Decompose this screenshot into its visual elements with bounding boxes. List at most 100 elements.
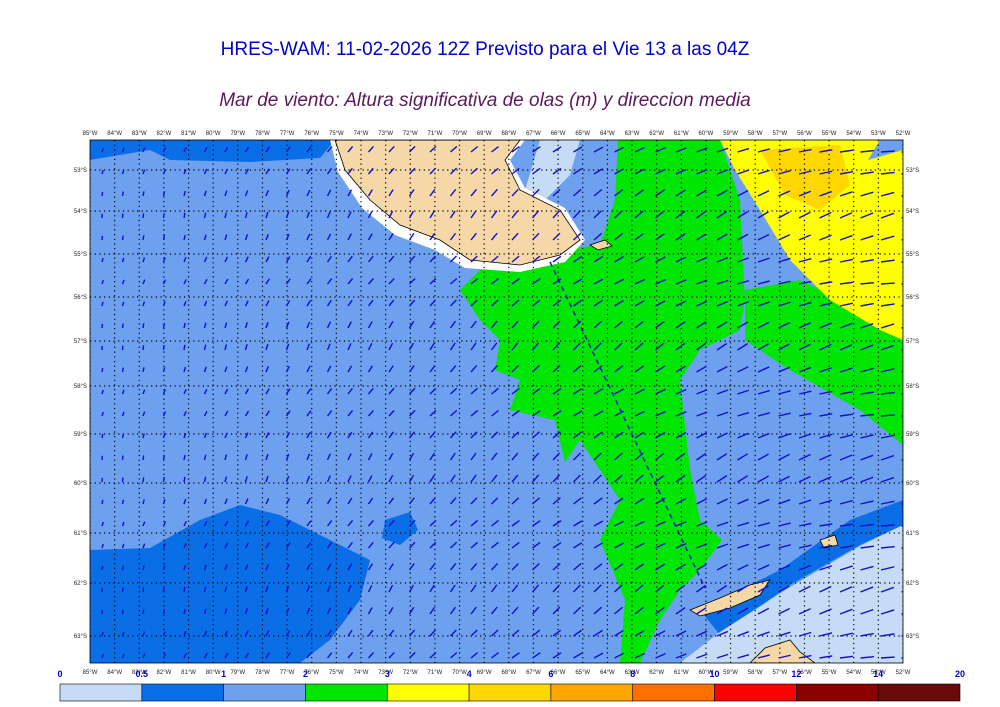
lon-label-bottom: 80°W [206,670,221,676]
arrow [470,562,478,571]
lon-label-bottom: 56°W [797,670,812,676]
arrow [798,280,812,285]
arrow [244,564,249,571]
arrow [347,211,352,219]
arrow [285,211,290,219]
arrow [491,431,499,439]
arrow [839,234,853,241]
arrow [716,169,729,175]
arrow [675,630,687,637]
arrow [880,500,895,505]
arrow [490,320,498,329]
arrow [737,257,749,263]
arrow [532,431,541,439]
arrow [203,410,208,417]
lon-label-bottom: 63°W [625,670,640,676]
arrow [634,189,645,197]
arrow [655,410,666,417]
lon-label-bottom: 75°W [329,670,344,676]
arrow [552,410,562,417]
arrow [778,190,791,197]
colorbar-segment [632,683,715,702]
arrow [737,301,749,307]
arrow [737,475,749,483]
arrow [593,278,604,285]
arrow [839,344,853,351]
arrow [614,168,624,175]
arrow [511,255,520,263]
arrow [737,521,750,527]
arrow [696,563,707,571]
arrow [203,300,208,307]
arrow [819,258,833,263]
arrow [757,412,770,417]
arrow [511,188,519,197]
arrow [552,255,562,263]
arrow [757,522,770,527]
arrow [593,410,604,417]
arrow [532,410,541,417]
arrow [880,259,895,263]
arrow [880,323,895,329]
lon-label-top: 75°W [329,131,344,137]
arrow [347,278,354,285]
arrow [429,584,435,593]
lon-label-bottom: 62°W [649,670,664,676]
lat-label-left: 63°S [74,634,87,640]
arrow [306,542,312,549]
arrow [798,453,811,461]
arrow [593,542,604,549]
arrow [244,278,250,285]
arrow [429,541,437,549]
arrow [634,300,645,307]
arrow [429,431,436,439]
arrow [634,146,645,153]
arrow [880,282,895,285]
arrow [901,568,903,571]
arrow [901,194,903,197]
arrow [860,323,874,329]
arrow [737,211,748,219]
arrow [696,521,708,527]
arrow [798,522,812,527]
arrow [860,344,874,351]
arrow [757,280,771,285]
wave-arrows [101,145,903,659]
sea-2-3m [745,280,903,445]
map-frame [89,139,904,664]
arrow [408,606,415,615]
arrow [244,366,249,373]
arrow [839,281,854,285]
lat-label-left: 61°S [74,531,87,537]
arrow [757,321,770,329]
arrow [819,585,832,593]
arrow [716,584,728,593]
arrow [675,452,686,461]
arrow [162,367,166,373]
colorbar-segment [468,683,552,702]
arrow [183,366,187,373]
arrow [224,410,229,417]
arrow [491,167,499,175]
arrow [880,212,895,219]
arrow [778,366,791,373]
arrow [634,497,645,505]
arrow [326,321,332,329]
arrow [901,547,903,549]
arrow [655,452,665,461]
arrow [470,629,478,637]
arrow [347,189,353,197]
arrow [429,519,437,527]
arrow [757,585,769,593]
arrow [696,452,707,461]
arrow [614,299,624,307]
arrow [798,544,812,549]
lon-label-bottom: 66°W [551,670,566,676]
arrow [142,477,145,483]
arrow [490,474,498,483]
arrow [347,343,352,351]
arrow [634,256,645,263]
arrow [675,168,687,175]
arrow [675,279,687,285]
arrow [306,233,311,241]
